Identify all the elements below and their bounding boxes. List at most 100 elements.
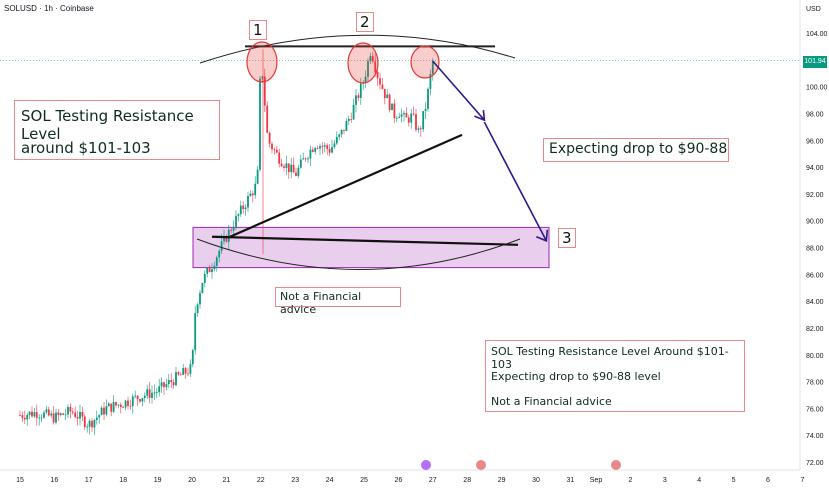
x-axis: 15 16 17 18 19 20 21 22 23 24 25 26 27 28 29 30 31 Sep 2 3 4… xyxy=(0,460,804,484)
candle-body xyxy=(266,105,269,133)
event-icon xyxy=(476,460,486,470)
candle-body xyxy=(232,227,235,231)
candle-body xyxy=(201,282,204,294)
candle-body xyxy=(170,380,173,383)
candle-body xyxy=(395,117,398,119)
x-tick-label: 15 xyxy=(16,477,24,484)
x-tick-label: Sep xyxy=(590,477,603,484)
candle-body xyxy=(367,60,369,77)
x-tick-label: 23 xyxy=(291,477,299,484)
expect-note: Expecting drop to $90-88 xyxy=(543,138,729,162)
candle-body xyxy=(273,149,276,151)
candle-body xyxy=(141,398,144,402)
candle-body xyxy=(422,111,425,130)
candle-body xyxy=(64,414,67,416)
projection-arrow-1 xyxy=(432,60,486,121)
candle-body xyxy=(218,250,221,258)
candle-body xyxy=(302,158,305,160)
peak-2-label: 2 xyxy=(356,12,374,32)
x-tick-label: 16 xyxy=(51,477,59,484)
candle-body xyxy=(76,417,79,419)
candle-body xyxy=(383,88,386,99)
x-tick-label: 3 xyxy=(663,477,667,484)
candle-body xyxy=(230,229,233,231)
candle-body xyxy=(148,389,151,399)
candle-body xyxy=(371,56,374,62)
candle-body xyxy=(43,412,45,418)
candle-body xyxy=(359,83,362,98)
candle-body xyxy=(177,372,180,375)
candle-body xyxy=(165,384,168,388)
candle-body xyxy=(295,172,297,176)
x-tick-label: 30 xyxy=(532,477,540,484)
candle-body xyxy=(95,417,98,420)
candle-body xyxy=(254,183,257,196)
candle-body xyxy=(292,164,295,173)
candle-body xyxy=(93,419,96,428)
candle-body xyxy=(127,400,129,406)
candle-body xyxy=(189,364,192,374)
resistance-touch-circle xyxy=(347,42,379,84)
candle-body xyxy=(350,118,353,120)
x-tick-label: 25 xyxy=(360,477,368,484)
candle-body xyxy=(203,273,206,283)
candle-body xyxy=(158,386,161,393)
candle-body xyxy=(167,380,170,385)
event-icon xyxy=(611,460,621,470)
candle-body xyxy=(19,415,21,416)
candle-body xyxy=(57,412,60,415)
expect-text: Expecting drop to $90-88 xyxy=(549,141,728,157)
candle-body xyxy=(225,236,228,242)
candle-body xyxy=(196,304,199,314)
peak-1-label: 1 xyxy=(249,20,267,40)
y-tick-label: 100.00 xyxy=(806,85,828,92)
candle-body xyxy=(153,392,156,394)
candle-body xyxy=(405,112,408,118)
candle-body xyxy=(319,146,321,149)
candle-body xyxy=(381,84,384,89)
candle-body xyxy=(256,169,259,184)
candle-body xyxy=(103,407,105,415)
candle-body xyxy=(110,403,113,412)
x-tick-label: 26 xyxy=(395,477,403,484)
y-tick-label: 96.00 xyxy=(806,138,824,145)
candle-body xyxy=(21,415,24,418)
candle-body xyxy=(28,411,31,416)
title-note: SOL Testing Resistance Level around $101… xyxy=(14,100,220,160)
y-tick-label: 86.00 xyxy=(806,272,824,279)
candle-body xyxy=(427,88,429,109)
summary-line-1: SOL Testing Resistance Level Around $101… xyxy=(491,345,729,371)
candle-body xyxy=(208,267,211,273)
candle-body xyxy=(323,145,326,147)
symbol-header: SOLUSD · 1h · Coinbase xyxy=(4,4,94,13)
candle-body xyxy=(33,412,36,417)
candle-body xyxy=(179,374,182,376)
candle-body xyxy=(357,95,360,98)
candle-body xyxy=(67,406,69,415)
candle-body xyxy=(326,145,329,149)
candle-body xyxy=(23,417,26,420)
disclaimer-note: Not a Financial advice xyxy=(275,287,401,316)
candle-body xyxy=(47,409,50,416)
candle-body xyxy=(115,402,117,406)
candle-body xyxy=(112,402,115,412)
candle-body xyxy=(307,158,309,160)
x-tick-label: 5 xyxy=(732,477,736,484)
candle-body xyxy=(345,120,348,131)
last-price-tag: 101.94 xyxy=(803,56,827,68)
candle-body xyxy=(129,405,132,407)
candle-body xyxy=(184,368,187,374)
candle-body xyxy=(333,143,336,147)
candle-body xyxy=(283,166,285,168)
candle-body xyxy=(122,407,125,408)
candle-body xyxy=(139,399,141,402)
candle-body xyxy=(143,395,146,399)
candle-body xyxy=(285,163,288,168)
x-tick-label: 27 xyxy=(429,477,437,484)
x-tick-label: 28 xyxy=(463,477,471,484)
candle-body xyxy=(369,56,372,61)
candle-body xyxy=(107,403,110,407)
candle-body xyxy=(429,74,432,89)
x-tick-label: 24 xyxy=(326,477,334,484)
